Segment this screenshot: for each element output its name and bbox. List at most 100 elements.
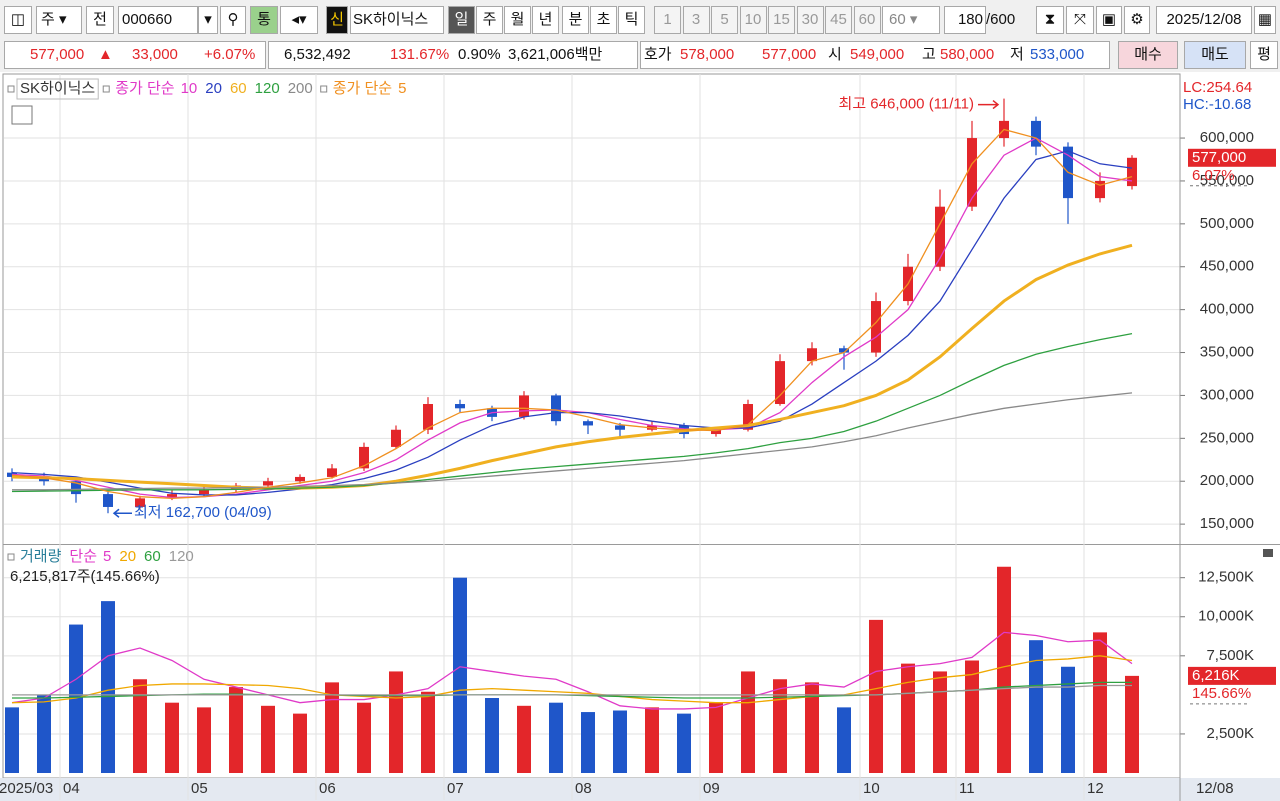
- volume-ratio: 131.67%: [390, 46, 450, 63]
- volume-bar: [741, 671, 755, 773]
- legend-entry: 20: [205, 80, 222, 97]
- volume-bar: [165, 702, 179, 773]
- toolbar-button[interactable]: 5: [711, 6, 738, 34]
- toolbar-button[interactable]: 45: [825, 6, 852, 34]
- candle-body: [583, 421, 593, 426]
- volume-bar: [805, 682, 819, 773]
- tong-button[interactable]: 통: [250, 6, 278, 34]
- legend-entry: 10: [181, 80, 198, 97]
- ma-line: [11, 631, 1133, 710]
- prev-button[interactable]: 전: [86, 6, 114, 34]
- toolbar-button[interactable]: 일: [448, 6, 475, 34]
- candle-body: [327, 468, 337, 477]
- y-tick-label: 350,000: [1200, 344, 1254, 361]
- sell-button[interactable]: 매도: [1184, 41, 1246, 69]
- x-tick-label: 05: [191, 780, 208, 797]
- toolbar-button[interactable]: 틱: [618, 6, 645, 34]
- calendar-icon[interactable]: ▦: [1254, 6, 1276, 34]
- tool-icon[interactable]: ⧗: [1036, 6, 1064, 34]
- ask: 578,000: [680, 46, 735, 63]
- panel-close[interactable]: [1263, 549, 1273, 557]
- toolbar-button[interactable]: 3: [682, 6, 710, 34]
- toolbar-button[interactable]: 60: [853, 6, 881, 34]
- volume-bar: [549, 702, 563, 773]
- volume-bar: [453, 577, 467, 773]
- volume-bar: [261, 705, 275, 773]
- toolbar-button[interactable]: 년: [532, 6, 559, 34]
- y-tick-label: 12,500K: [1198, 569, 1254, 586]
- candle-body: [871, 301, 881, 353]
- toolbar-button[interactable]: 30: [796, 6, 824, 34]
- candle-body: [1127, 157, 1137, 187]
- toolbar-button[interactable]: 월: [504, 6, 531, 34]
- volume-bar: [677, 713, 691, 773]
- avg-button[interactable]: 평: [1250, 41, 1278, 69]
- ma-line: [11, 243, 1133, 490]
- direction: ▲: [98, 46, 113, 63]
- code-input[interactable]: 000660: [118, 6, 198, 34]
- max-count: /600: [986, 11, 1016, 28]
- settings-icon[interactable]: ⚙: [1124, 6, 1150, 34]
- date-input[interactable]: 2025/12/08: [1156, 6, 1252, 34]
- toolbar-button[interactable]: 1: [654, 6, 681, 34]
- ma-line: [11, 128, 1133, 500]
- buy-button[interactable]: 매수: [1118, 41, 1178, 69]
- candle-body: [455, 404, 465, 409]
- toolbar-button[interactable]: 초: [590, 6, 617, 34]
- legend-entry: 5: [398, 80, 406, 97]
- search-button[interactable]: ⚲: [220, 6, 246, 34]
- quote-box: [640, 41, 1110, 69]
- y-tick-label: 250,000: [1200, 429, 1254, 446]
- sound-button[interactable]: ◂▾: [280, 6, 318, 34]
- legend-icon: [320, 85, 328, 93]
- volume-bar: [5, 707, 19, 773]
- interval-select-value: 60: [889, 11, 906, 28]
- last-value-tag: [1188, 148, 1276, 167]
- x-tick-label: 09: [703, 780, 720, 797]
- candle-body: [839, 348, 849, 353]
- last-value-label: 6,216K: [1192, 667, 1240, 684]
- count-input[interactable]: 180: [944, 6, 986, 34]
- y-tick-label: 2,500K: [1206, 725, 1254, 742]
- grid-icon[interactable]: [11, 105, 33, 125]
- sin-button[interactable]: 신: [326, 6, 348, 34]
- volume-bar: [965, 660, 979, 773]
- y-tick-label: 600,000: [1200, 129, 1254, 146]
- quote-box: [4, 41, 266, 69]
- x-tick-label: 04: [63, 780, 80, 797]
- y-tick-label: 300,000: [1200, 386, 1254, 403]
- last-date: 12/08: [1196, 780, 1234, 797]
- volume-bar: [197, 707, 211, 773]
- legend-entry: 20: [119, 548, 136, 565]
- candle-body: [199, 489, 209, 495]
- toolbar-button[interactable]: 10: [739, 6, 767, 34]
- ma-line: [12, 392, 1133, 491]
- y-tick-label: 550,000: [1200, 172, 1254, 189]
- tool-icon[interactable]: ⤧: [1066, 6, 1094, 34]
- code-dropdown[interactable]: ▾: [198, 6, 218, 34]
- candle-body: [359, 446, 369, 469]
- candle-body: [807, 348, 817, 362]
- toolbar-button[interactable]: 15: [768, 6, 795, 34]
- market-select[interactable]: 주 ▾: [36, 6, 82, 34]
- save-icon[interactable]: ▣: [1096, 6, 1122, 34]
- volume-bar: [37, 694, 51, 773]
- ma-line: [11, 150, 1133, 496]
- turnover: 0.90%: [458, 46, 501, 63]
- x-tick-label: 10: [863, 780, 880, 797]
- legend-icon: [102, 85, 110, 93]
- x-tick-label: 11: [959, 780, 975, 797]
- toolbar-button[interactable]: 분: [562, 6, 589, 34]
- volume-bar: [485, 698, 499, 773]
- toolbar-button[interactable]: 주: [476, 6, 503, 34]
- side-label: HC:-10.68: [1183, 96, 1251, 113]
- legend-entry: 60: [144, 548, 161, 565]
- volume-bar: [1029, 640, 1043, 773]
- volume-bar: [709, 702, 723, 773]
- legend-title-box: [16, 78, 99, 100]
- candle-body: [1095, 180, 1105, 199]
- layout-icon[interactable]: ◫: [4, 6, 32, 34]
- interval-select[interactable]: 60 ▾: [882, 6, 940, 34]
- stock-name[interactable]: SK하이닉스: [350, 6, 444, 34]
